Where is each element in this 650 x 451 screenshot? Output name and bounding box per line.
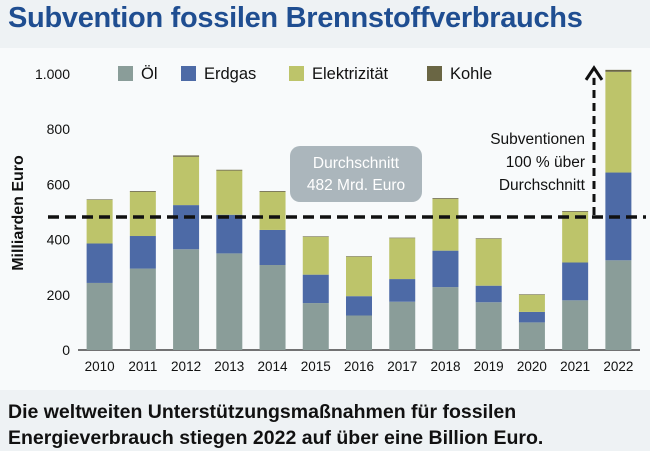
average-label-box (290, 146, 422, 202)
bars (86, 69, 632, 350)
bar--l-2016 (346, 315, 372, 350)
bar-elektrizit-t-2019 (475, 238, 502, 286)
arrow-head-icon (584, 65, 604, 81)
x-tick-label: 2020 (517, 359, 547, 374)
legend: Öl Erdgas Elektrizität Kohle (118, 65, 492, 83)
legend-label: Öl (141, 65, 158, 83)
average-label-text: 482 Mrd. Euro (307, 177, 405, 194)
bar--l-2017 (389, 301, 416, 350)
bar-kohle-2017 (389, 237, 416, 239)
bar-elektrizit-t-2017 (389, 238, 416, 280)
above-average-label: Durchschnitt (499, 177, 586, 194)
bar-elektrizit-t-2010 (86, 199, 113, 244)
bar-erdgas-2012 (173, 205, 200, 250)
bar--l-2019 (475, 302, 502, 350)
bar--l-2020 (518, 322, 545, 350)
bar-kohle-2015 (302, 236, 329, 237)
x-tick-label: 2014 (258, 359, 289, 374)
bar-erdgas-2013 (216, 214, 243, 254)
bar--l-2018 (432, 287, 459, 350)
bar-erdgas-2015 (302, 274, 329, 304)
bar-erdgas-2019 (475, 285, 502, 303)
bar-kohle-2012 (173, 155, 200, 157)
bar-elektrizit-t-2011 (129, 191, 156, 237)
bar-erdgas-2010 (86, 243, 113, 283)
bar-elektrizit-t-2015 (302, 236, 329, 275)
bar--l-2022 (605, 260, 632, 350)
x-tick-label: 2021 (560, 359, 590, 374)
x-tick-label: 2016 (344, 359, 374, 374)
y-tick-label: 0 (62, 342, 70, 358)
caption-line-1: Die weltweiten Unterstützungsmaßnahmen f… (8, 401, 517, 423)
bar-elektrizit-t-2018 (432, 199, 459, 251)
y-tick-label: 600 (47, 176, 71, 192)
bar-kohle-2020 (518, 294, 545, 295)
bar-elektrizit-t-2022 (605, 71, 632, 173)
bar--l-2010 (86, 282, 113, 350)
bar-erdgas-2016 (346, 296, 372, 316)
x-tick-label: 2022 (603, 359, 633, 374)
y-axis-title: Milliarden Euro (10, 155, 27, 271)
legend-label: Elektrizität (312, 65, 389, 83)
x-tick-label: 2012 (171, 359, 201, 374)
bar-kohle-2010 (86, 199, 113, 200)
bar-kohle-2021 (562, 211, 589, 212)
bar-erdgas-2020 (518, 311, 545, 323)
chart-title: Subvention fossilen Brennstoffverbrauchs (8, 2, 583, 34)
bar-kohle-2013 (216, 169, 243, 171)
y-tick-label: 200 (47, 287, 71, 303)
bar-erdgas-2014 (259, 229, 286, 265)
bar--l-2021 (562, 300, 589, 350)
legend-swatch (427, 66, 442, 81)
bar-kohle-2011 (129, 191, 156, 192)
x-tick-label: 2013 (214, 359, 244, 374)
legend-swatch (181, 66, 196, 81)
bar-elektrizit-t-2021 (562, 212, 589, 263)
x-tick-label: 2018 (430, 359, 460, 374)
x-tick-label: 2019 (474, 359, 504, 374)
y-tick-label: 800 (47, 121, 71, 137)
annotations: Durchschnitt 482 Mrd. Euro Subventionen 100… (48, 65, 646, 219)
bar-erdgas-2021 (562, 262, 589, 301)
above-average-label: 100 % über (506, 154, 585, 171)
bar--l-2015 (302, 303, 329, 350)
bar--l-2013 (216, 253, 243, 350)
x-tick-label: 2017 (387, 359, 417, 374)
bar-erdgas-2017 (389, 279, 416, 302)
bar-erdgas-2018 (432, 250, 459, 288)
average-label-text: Durchschnitt (313, 155, 400, 172)
y-tick-label: 1.000 (35, 66, 70, 82)
bar--l-2012 (173, 249, 200, 350)
x-tick-label: 2011 (128, 359, 157, 374)
bar-kohle-2016 (346, 256, 372, 257)
bar-elektrizit-t-2016 (346, 256, 372, 297)
bar-elektrizit-t-2013 (216, 170, 243, 215)
bar-elektrizit-t-2014 (259, 191, 286, 230)
y-tick-label: 400 (47, 232, 71, 248)
x-tick-label: 2010 (85, 359, 115, 374)
above-average-label: Subventionen (490, 131, 585, 148)
chart-panel: 0 200 400 600 800 1.000 Milliarden Euro 2010 20… (0, 48, 650, 390)
x-tick-label: 2015 (301, 359, 331, 374)
caption-line-2: Energieverbrauch stiegen 2022 auf über e… (8, 427, 544, 449)
bar--l-2011 (129, 268, 156, 350)
legend-label: Kohle (450, 65, 492, 83)
bar--l-2014 (259, 264, 286, 350)
bar-kohle-2019 (475, 238, 502, 239)
legend-label: Erdgas (204, 65, 256, 83)
y-axis: 0 200 400 600 800 1.000 Milliarden Euro (10, 66, 640, 358)
caption: Die weltweiten Unterstützungsmaßnahmen f… (8, 399, 648, 451)
bar-kohle-2014 (259, 191, 286, 192)
x-axis: 2010 2011 2012 2013 2014 2015 2016 2017 2018 2019… (85, 359, 634, 374)
bar-elektrizit-t-2020 (518, 294, 545, 312)
bar-kohle-2018 (432, 198, 459, 200)
bar-kohle-2022 (605, 69, 632, 72)
bar-elektrizit-t-2012 (173, 156, 200, 206)
legend-swatch (118, 66, 133, 81)
bar-erdgas-2011 (129, 236, 156, 269)
legend-swatch (289, 66, 304, 81)
